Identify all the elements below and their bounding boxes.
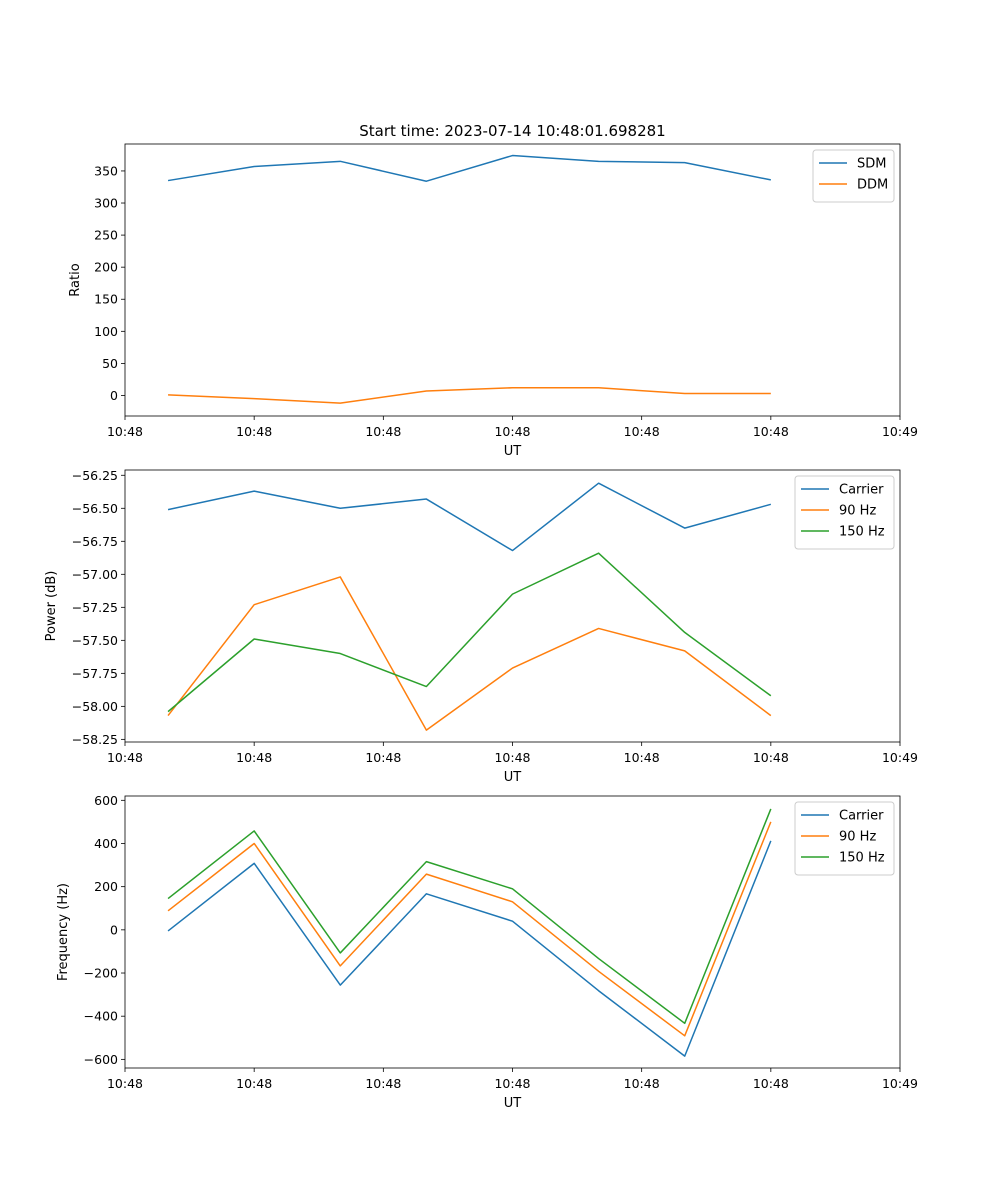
x-tick-label: 10:48 <box>365 424 401 439</box>
y-tick-label: 50 <box>102 356 118 371</box>
x-tick-label: 10:48 <box>236 1076 272 1091</box>
chart-0: Start time: 2023-07-14 10:48:01.698281 10… <box>68 122 918 459</box>
y-tick-label: −400 <box>84 1009 118 1024</box>
x-tick-label: 10:48 <box>365 1076 401 1091</box>
y-tick-label: −56.75 <box>72 534 118 549</box>
y-tick-label: −58.00 <box>72 699 118 714</box>
legend: Carrier 90 Hz 150 Hz <box>794 801 895 876</box>
x-tick-label: 10:48 <box>365 750 401 765</box>
legend: SDM DDM <box>812 149 895 203</box>
legend-entry: DDM <box>857 178 888 193</box>
y-tick-label: 200 <box>94 879 118 894</box>
x-tick-label: 10:48 <box>494 1076 530 1091</box>
series-line-150-hz <box>167 808 772 1025</box>
x-tick-label: 10:48 <box>107 1076 143 1091</box>
series-line-carrier <box>167 482 772 552</box>
y-tick-label: 150 <box>94 292 118 307</box>
y-tick-label: 250 <box>94 228 118 243</box>
axes-frame <box>124 469 901 743</box>
x-tick-label: 10:48 <box>494 750 530 765</box>
series-line-90-hz <box>167 821 772 1037</box>
x-tick-label: 10:49 <box>882 424 918 439</box>
x-tick-label: 10:49 <box>882 750 918 765</box>
axes-frame <box>124 795 901 1069</box>
y-tick-label: −600 <box>84 1052 118 1067</box>
legend-entry: 150 Hz <box>839 851 885 866</box>
x-axis-label: UT <box>504 1096 522 1111</box>
y-tick-label: −200 <box>84 966 118 981</box>
axes-frame <box>124 143 901 417</box>
legend-entry: 150 Hz <box>839 525 885 540</box>
legend-entry: 90 Hz <box>839 830 876 845</box>
y-tick-label: 600 <box>94 793 118 808</box>
y-tick-label: 400 <box>94 836 118 851</box>
series-line-carrier <box>167 840 772 1057</box>
x-tick-label: 10:48 <box>236 424 272 439</box>
y-tick-label: 0 <box>110 922 118 937</box>
legend-entry: SDM <box>857 157 886 172</box>
y-tick-label: −57.75 <box>72 666 118 681</box>
y-tick-label: −57.50 <box>72 633 118 648</box>
y-tick-label: −58.25 <box>72 732 118 747</box>
chart-title: Start time: 2023-07-14 10:48:01.698281 <box>359 122 665 140</box>
y-tick-label: 100 <box>94 324 118 339</box>
x-axis-label: UT <box>504 444 522 459</box>
y-tick-label: 300 <box>94 196 118 211</box>
x-tick-label: 10:48 <box>494 424 530 439</box>
y-tick-label: −57.25 <box>72 600 118 615</box>
x-tick-label: 10:48 <box>753 750 789 765</box>
y-axis-label: Ratio <box>68 263 83 296</box>
y-tick-label: −56.25 <box>72 468 118 483</box>
x-tick-label: 10:48 <box>107 424 143 439</box>
series-line-ddm <box>168 387 771 404</box>
x-tick-label: 10:48 <box>753 1076 789 1091</box>
y-axis-label: Frequency (Hz) <box>56 883 71 981</box>
y-tick-label: −56.50 <box>72 501 118 516</box>
y-tick-label: 350 <box>94 163 118 178</box>
y-axis-label: Power (dB) <box>44 571 59 642</box>
chart-1: 10:48 10:48 10:48 10:48 10:48 10:48 10:49 −58.2… <box>44 468 918 785</box>
x-axis-label: UT <box>504 770 522 785</box>
x-tick-label: 10:49 <box>882 1076 918 1091</box>
x-tick-label: 10:48 <box>753 424 789 439</box>
series-line-sdm <box>167 154 771 182</box>
legend: Carrier 90 Hz 150 Hz <box>794 475 895 550</box>
x-tick-label: 10:48 <box>624 750 660 765</box>
y-tick-label: 0 <box>110 388 118 403</box>
chart-2: 10:48 10:48 10:48 10:48 10:48 10:48 10:49 −600 −… <box>56 793 918 1111</box>
legend-entry: 90 Hz <box>839 504 876 519</box>
legend-entry: Carrier <box>839 483 884 498</box>
y-tick-label: 200 <box>94 260 118 275</box>
x-tick-label: 10:48 <box>236 750 272 765</box>
series-line-90-hz <box>167 576 772 731</box>
x-tick-label: 10:48 <box>624 424 660 439</box>
x-tick-label: 10:48 <box>107 750 143 765</box>
x-tick-label: 10:48 <box>624 1076 660 1091</box>
y-tick-label: −57.00 <box>72 567 118 582</box>
legend-entry: Carrier <box>839 809 884 824</box>
series-line-150-hz <box>167 552 772 713</box>
